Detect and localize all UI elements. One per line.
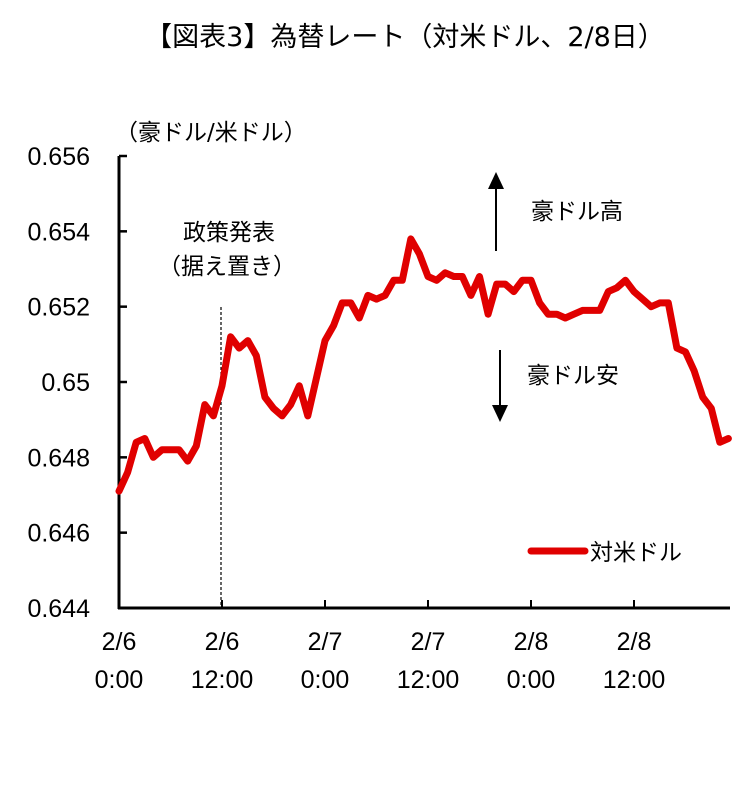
y-tick-labels: 0.656 0.654 0.652 0.65 0.648 0.646 0.644 bbox=[27, 143, 90, 623]
y-tick-label: 0.648 bbox=[27, 444, 90, 472]
y-tick-label: 0.654 bbox=[27, 218, 90, 246]
x-tick-label-date: 2/8 bbox=[617, 628, 652, 656]
y-tick-label: 0.656 bbox=[27, 143, 90, 171]
x-tick-label-time: 0:00 bbox=[301, 666, 350, 694]
x-tick-label-date: 2/7 bbox=[411, 628, 446, 656]
x-tick-labels: 2/6 0:00 2/6 12:00 2/7 0:00 2/7 12:00 2/8 0:00 2/8… bbox=[95, 628, 666, 694]
legend-label: 対米ドル bbox=[590, 540, 682, 566]
chart-title: 【図表3】為替レート（対米ドル、2/8日） bbox=[145, 22, 665, 53]
y-tick-label: 0.644 bbox=[27, 595, 90, 623]
x-tick-label-time: 0:00 bbox=[95, 666, 144, 694]
x-tick-label-time: 12:00 bbox=[191, 666, 254, 694]
y-tick-label: 0.646 bbox=[27, 520, 90, 548]
axes bbox=[117, 154, 730, 610]
y-axis-label: （豪ドル/米ドル） bbox=[115, 120, 307, 146]
arrow-down-icon bbox=[492, 350, 508, 422]
x-tick-label-date: 2/6 bbox=[102, 628, 137, 656]
x-tick-label-date: 2/7 bbox=[308, 628, 343, 656]
x-tick-label-time: 0:00 bbox=[507, 666, 556, 694]
aud-strong-label: 豪ドル高 bbox=[531, 199, 623, 225]
x-ticks bbox=[221, 600, 635, 608]
policy-annotation-line2: （据え置き） bbox=[158, 254, 296, 280]
y-tick-label: 0.65 bbox=[41, 369, 90, 397]
aud-weak-label: 豪ドル安 bbox=[527, 363, 619, 389]
series-line-aud-usd bbox=[115, 235, 732, 495]
x-tick-label-time: 12:00 bbox=[397, 666, 460, 694]
arrow-up-icon bbox=[488, 172, 504, 251]
x-tick-label-date: 2/8 bbox=[514, 628, 549, 656]
y-tick-label: 0.652 bbox=[27, 294, 90, 322]
legend: 対米ドル bbox=[527, 540, 682, 566]
x-tick-label-time: 12:00 bbox=[603, 666, 666, 694]
y-ticks bbox=[119, 154, 127, 610]
x-tick-label-date: 2/6 bbox=[205, 628, 240, 656]
policy-annotation-line1: 政策発表 bbox=[183, 220, 275, 246]
